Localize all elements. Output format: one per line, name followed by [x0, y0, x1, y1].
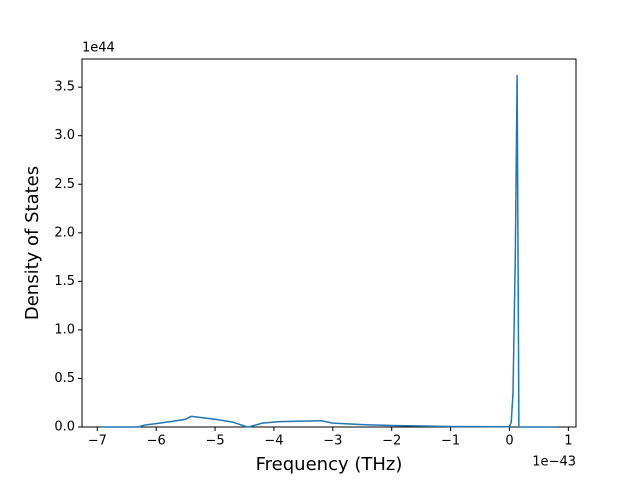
- y-offset-label: 1e44: [82, 41, 115, 56]
- x-tick-label: −7: [88, 434, 107, 449]
- y-tick-label: 0.0: [54, 420, 75, 435]
- y-tick-label: 3.5: [54, 80, 75, 95]
- y-tick-label: 1.0: [54, 322, 75, 337]
- x-tick-label: −3: [323, 434, 342, 449]
- x-axis-label: Frequency (THz): [256, 454, 403, 475]
- y-axis-label: Density of States: [22, 166, 43, 320]
- line: [100, 74, 557, 428]
- y-tick-label: 1.5: [54, 274, 75, 289]
- x-tick-label: −6: [147, 434, 166, 449]
- y-tick-label: 2.5: [54, 177, 75, 192]
- x-tick-label: −4: [264, 434, 283, 449]
- plot-frame: [81, 58, 577, 428]
- x-offset-label: 1e−43: [532, 455, 576, 470]
- x-tick-label: −1: [441, 434, 460, 449]
- x-tick-label: −2: [382, 434, 401, 449]
- y-tick-label: 3.0: [54, 128, 75, 143]
- x-tick-label: 0: [505, 434, 513, 449]
- y-tick-label: 2.0: [54, 225, 75, 240]
- x-tick-label: −5: [205, 434, 224, 449]
- x-tick-label: 1: [564, 434, 572, 449]
- y-tick-label: 0.5: [54, 371, 75, 386]
